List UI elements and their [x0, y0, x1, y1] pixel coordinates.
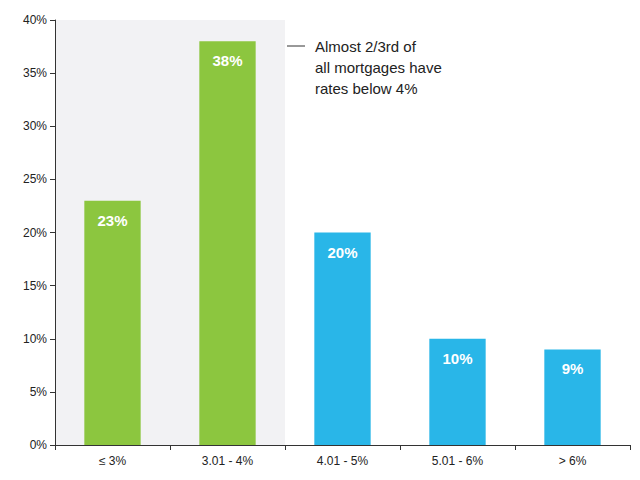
svg-text:≤ 3%: ≤ 3% — [99, 454, 127, 468]
svg-text:15%: 15% — [23, 279, 47, 293]
svg-text:all mortgages have: all mortgages have — [315, 59, 442, 76]
svg-text:20%: 20% — [23, 226, 47, 240]
svg-text:5.01 - 6%: 5.01 - 6% — [432, 454, 484, 468]
svg-text:30%: 30% — [23, 119, 47, 133]
svg-text:Almost 2/3rd of: Almost 2/3rd of — [315, 38, 417, 55]
svg-text:38%: 38% — [212, 52, 242, 69]
svg-text:40%: 40% — [23, 13, 47, 27]
svg-text:> 6%: > 6% — [559, 454, 587, 468]
svg-text:20%: 20% — [327, 244, 357, 261]
svg-text:25%: 25% — [23, 172, 47, 186]
svg-text:rates below 4%: rates below 4% — [315, 80, 418, 97]
svg-text:3.01 - 4%: 3.01 - 4% — [202, 454, 254, 468]
svg-text:4.01 - 5%: 4.01 - 5% — [317, 454, 369, 468]
svg-text:23%: 23% — [97, 212, 127, 229]
svg-text:0%: 0% — [30, 438, 48, 452]
svg-text:5%: 5% — [30, 385, 48, 399]
svg-text:10%: 10% — [23, 332, 47, 346]
svg-text:10%: 10% — [442, 350, 472, 367]
svg-text:9%: 9% — [562, 360, 584, 377]
svg-text:35%: 35% — [23, 66, 47, 80]
